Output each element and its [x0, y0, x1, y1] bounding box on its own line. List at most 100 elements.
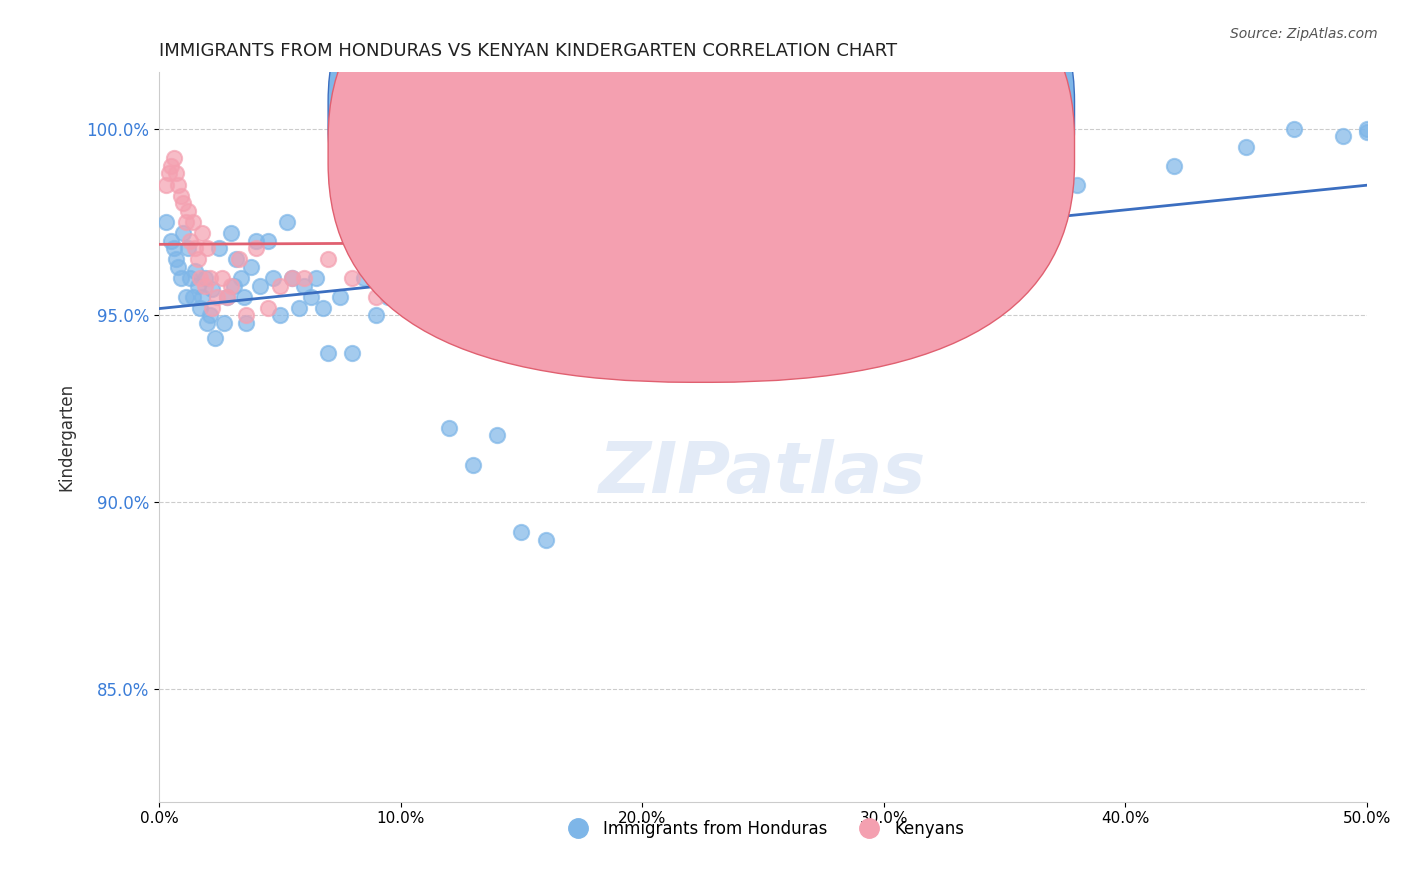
Point	[921, 215, 943, 229]
Point	[215, 290, 238, 304]
Point	[167, 178, 190, 192]
Point	[235, 309, 257, 323]
Point	[155, 178, 177, 192]
Point	[187, 252, 209, 267]
Point	[389, 159, 412, 173]
Point	[776, 278, 799, 293]
Point	[510, 525, 533, 540]
Point	[170, 271, 193, 285]
Text: R = 0.338: R = 0.338	[721, 103, 827, 122]
Point	[235, 316, 257, 330]
Point	[201, 301, 224, 315]
Point	[292, 278, 315, 293]
Point	[679, 234, 702, 248]
Point	[281, 271, 304, 285]
Point	[221, 226, 243, 240]
Text: N = 42: N = 42	[853, 139, 927, 159]
Text: N = 72: N = 72	[853, 103, 927, 122]
FancyBboxPatch shape	[328, 0, 1074, 383]
Point	[1355, 121, 1378, 136]
Point	[299, 290, 322, 304]
Text: Source: ZipAtlas.com: Source: ZipAtlas.com	[1230, 27, 1378, 41]
FancyBboxPatch shape	[672, 87, 998, 175]
Point	[165, 252, 187, 267]
Point	[179, 234, 201, 248]
Point	[160, 159, 183, 173]
Point	[211, 271, 233, 285]
Point	[631, 301, 654, 315]
Point	[208, 241, 231, 255]
Point	[389, 271, 412, 285]
Point	[281, 271, 304, 285]
Point	[179, 271, 201, 285]
Point	[201, 282, 224, 296]
Point	[413, 263, 436, 277]
Point	[558, 278, 581, 293]
Point	[679, 252, 702, 267]
Point	[288, 301, 311, 315]
Point	[162, 152, 184, 166]
FancyBboxPatch shape	[328, 0, 1074, 346]
Point	[221, 278, 243, 293]
Point	[198, 309, 221, 323]
Point	[752, 178, 775, 192]
Point	[215, 290, 238, 304]
Point	[873, 215, 896, 229]
Point	[205, 290, 228, 304]
Text: IMMIGRANTS FROM HONDURAS VS KENYAN KINDERGARTEN CORRELATION CHART: IMMIGRANTS FROM HONDURAS VS KENYAN KINDE…	[159, 42, 897, 60]
Point	[191, 226, 214, 240]
Point	[262, 271, 284, 285]
Point	[342, 346, 364, 360]
Point	[461, 458, 484, 472]
Point	[377, 290, 399, 304]
Point	[269, 309, 291, 323]
Point	[582, 263, 605, 277]
Point	[366, 309, 388, 323]
Legend: Immigrants from Honduras, Kenyans: Immigrants from Honduras, Kenyans	[555, 813, 972, 845]
Point	[256, 301, 278, 315]
Point	[582, 234, 605, 248]
Point	[486, 428, 509, 442]
Point	[510, 215, 533, 229]
Point	[1355, 125, 1378, 139]
Point	[245, 234, 267, 248]
Point	[727, 271, 749, 285]
Point	[212, 316, 235, 330]
Point	[198, 271, 221, 285]
Point	[188, 271, 211, 285]
Point	[174, 215, 197, 229]
Point	[437, 420, 460, 434]
Point	[316, 346, 339, 360]
Point	[225, 252, 247, 267]
Point	[204, 331, 226, 345]
Point	[184, 241, 207, 255]
Point	[292, 271, 315, 285]
Point	[824, 234, 846, 248]
Point	[191, 290, 214, 304]
Point	[232, 290, 254, 304]
Point	[188, 301, 211, 315]
Point	[177, 241, 200, 255]
Point	[245, 241, 267, 255]
Point	[1163, 159, 1185, 173]
Point	[1066, 178, 1088, 192]
Y-axis label: Kindergarten: Kindergarten	[58, 383, 75, 491]
Point	[181, 215, 204, 229]
Point	[276, 215, 298, 229]
Point	[239, 260, 262, 274]
Point	[181, 290, 204, 304]
Point	[184, 263, 207, 277]
Point	[1331, 128, 1354, 143]
Point	[305, 271, 328, 285]
Point	[824, 241, 846, 255]
Point	[195, 241, 218, 255]
Point	[329, 290, 352, 304]
Point	[160, 234, 183, 248]
Point	[170, 189, 193, 203]
Point	[534, 533, 557, 547]
Point	[873, 234, 896, 248]
Point	[269, 278, 291, 293]
Point	[249, 278, 271, 293]
Point	[187, 278, 209, 293]
Point	[342, 271, 364, 285]
